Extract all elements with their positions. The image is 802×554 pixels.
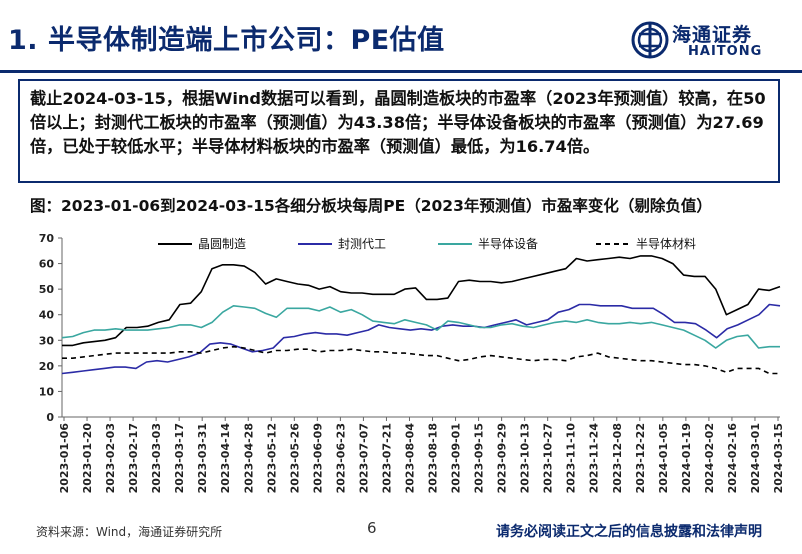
x-tick-label: 2023-01-20 xyxy=(81,423,94,494)
x-tick-label: 2023-04-14 xyxy=(219,423,232,494)
x-tick-label: 2023-05-26 xyxy=(288,423,301,494)
logo-english-name: HAITONG xyxy=(688,44,763,59)
legend-label-3: 半导体设备 xyxy=(478,237,538,251)
series-line-1 xyxy=(62,255,781,347)
series-line-3 xyxy=(61,305,780,349)
x-tick-label: 2023-03-31 xyxy=(196,423,209,493)
x-tick-label: 2023-03-17 xyxy=(173,423,186,493)
series-line-4 xyxy=(62,345,780,375)
y-tick-label: 50 xyxy=(39,283,55,296)
x-tick-label: 2023-08-04 xyxy=(403,423,416,494)
header-divider xyxy=(0,70,802,73)
y-tick-label: 10 xyxy=(39,385,55,398)
x-tick-label: 2023-11-24 xyxy=(588,423,601,494)
haitong-logo: 海通证券 HAITONG xyxy=(630,18,790,64)
x-tick-label: 2024-02-16 xyxy=(726,423,739,494)
x-tick-label: 2024-03-01 xyxy=(749,423,762,493)
x-tick-label: 2023-07-07 xyxy=(357,423,370,493)
x-tick-label: 2023-06-09 xyxy=(311,423,324,493)
y-tick-label: 0 xyxy=(46,411,54,424)
x-tick-label: 2023-04-28 xyxy=(242,423,255,493)
series-line-2 xyxy=(61,303,781,375)
summary-box: 截止2024-03-15，根据Wind数据可以看到，晶圆制造板块的市盈率（202… xyxy=(18,79,780,183)
y-tick-label: 60 xyxy=(39,258,55,271)
source-note: 资料来源：Wind，海通证券研究所 xyxy=(36,525,223,539)
x-tick-label: 2023-09-29 xyxy=(496,423,509,493)
x-tick-label: 2023-11-10 xyxy=(565,423,578,494)
legend-label-4: 半导体材料 xyxy=(636,237,696,251)
page-number: 6 xyxy=(367,519,377,537)
x-tick-label: 2023-12-08 xyxy=(611,423,624,493)
x-tick-label: 2023-09-15 xyxy=(473,423,486,493)
x-tick-label: 2023-07-21 xyxy=(380,423,393,493)
y-tick-label: 40 xyxy=(39,309,55,322)
legal-disclaimer: 请务必阅读正文之后的信息披露和法律声明 xyxy=(496,524,762,540)
haitong-emblem-icon xyxy=(631,21,669,59)
x-tick-label: 2024-02-02 xyxy=(703,423,716,493)
x-tick-label: 2023-02-17 xyxy=(127,423,140,493)
y-tick-label: 30 xyxy=(39,334,55,347)
logo-chinese-name: 海通证券 xyxy=(672,24,753,46)
x-tick-label: 2023-12-22 xyxy=(634,423,647,493)
x-tick-label: 2023-05-12 xyxy=(265,423,278,493)
x-tick-label: 2023-01-06 xyxy=(58,423,71,494)
pe-line-chart: 0 10 20 30 40 50 60 70 2023-01-06 2023-01-20 2023-… xyxy=(39,232,785,494)
x-tick-label: 2024-03-15 xyxy=(772,423,785,493)
x-tick-label: 2023-09-01 xyxy=(450,423,463,493)
x-tick-label: 2024-01-19 xyxy=(680,423,693,493)
x-tick-label: 2023-10-13 xyxy=(519,423,532,493)
x-tick-label: 2023-02-03 xyxy=(104,423,117,493)
y-tick-label: 70 xyxy=(39,232,55,245)
x-tick-label: 2023-03-03 xyxy=(150,423,163,493)
x-tick-label: 2023-06-23 xyxy=(334,423,347,493)
x-tick-label: 2023-08-18 xyxy=(427,423,440,493)
figure-caption: 图：2023-01-06到2024-03-15各细分板块每周PE（2023年预测… xyxy=(30,197,712,215)
x-tick-label: 2023-10-27 xyxy=(542,423,555,493)
legend-label-2: 封测代工 xyxy=(338,237,386,251)
y-tick-label: 20 xyxy=(39,360,55,373)
page-title: 1. 半导体制造端上市公司：PE估值 xyxy=(8,25,445,56)
x-tick-label: 2024-01-05 xyxy=(657,423,670,493)
legend-label-1: 晶圆制造 xyxy=(198,237,246,251)
